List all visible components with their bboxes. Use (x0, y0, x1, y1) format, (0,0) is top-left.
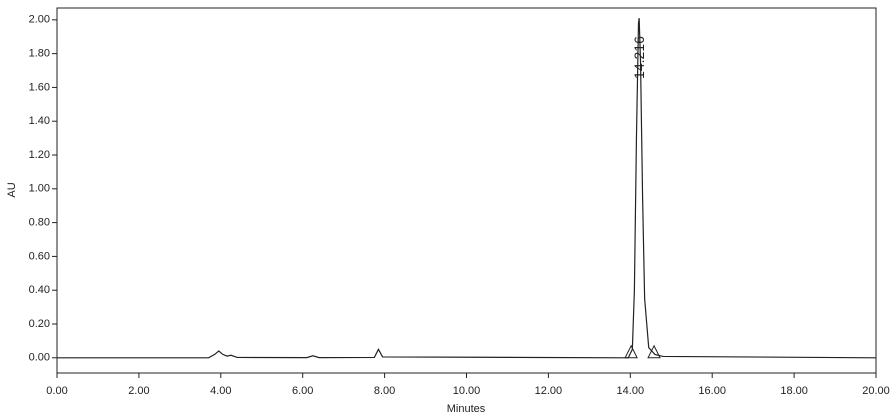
peak-label: 14.216 (631, 36, 647, 79)
x-tick-label: 4.00 (210, 385, 231, 397)
peak-bound-marker (624, 344, 638, 359)
x-tick-label: 10.00 (453, 385, 481, 397)
y-tick-label: 0.60 (29, 250, 50, 262)
y-tick-label: 2.00 (29, 14, 50, 26)
x-tick-label: 18.00 (780, 385, 808, 397)
x-axis-label: Minutes (447, 403, 486, 415)
x-tick-label: 0.00 (46, 385, 67, 397)
y-tick-label: 0.00 (29, 352, 50, 364)
x-tick-label: 16.00 (698, 385, 726, 397)
trace (57, 18, 877, 359)
y-tick-label: 0.20 (29, 318, 50, 330)
x-tick-label: 8.00 (374, 385, 395, 397)
x-tick-label: 20.00 (862, 385, 890, 397)
y-tick-label: 1.20 (29, 149, 50, 161)
x-tick-label: 2.00 (128, 385, 149, 397)
y-tick-label: 1.00 (29, 183, 50, 195)
plot-frame (56, 7, 877, 374)
x-tick-label: 12.00 (535, 385, 563, 397)
y-tick-label: 0.40 (29, 284, 50, 296)
y-tick-label: 1.60 (29, 81, 50, 93)
peak-bound-marker (647, 344, 661, 359)
y-axis-label: AU (6, 182, 18, 197)
x-tick-label: 14.00 (617, 385, 645, 397)
x-tick-label: 6.00 (292, 385, 313, 397)
y-tick-label: 0.80 (29, 217, 50, 229)
y-tick-label: 1.80 (29, 48, 50, 60)
y-tick-label: 1.40 (29, 115, 50, 127)
